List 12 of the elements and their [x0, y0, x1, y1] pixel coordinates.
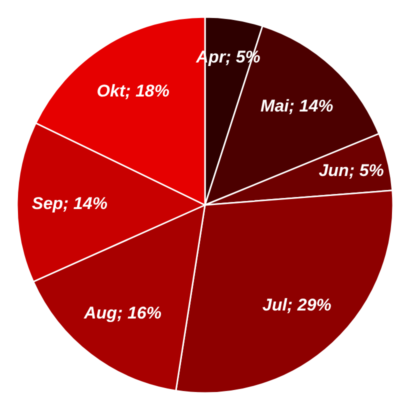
data-label: ; 29% — [286, 295, 332, 314]
data-label: ; 14% — [63, 194, 108, 213]
data-label: ; 16% — [117, 303, 162, 322]
data-label: ; 18% — [125, 81, 170, 100]
slice-label: Aug — [83, 303, 118, 322]
slice-label: Okt — [96, 81, 126, 100]
slice-label: Mai — [260, 96, 290, 116]
data-label: ; 14% — [288, 96, 334, 116]
slice-label: Sep — [32, 194, 64, 213]
slice-label: Jun — [318, 161, 349, 180]
slice-label: Jul — [262, 295, 288, 314]
data-label: ; 5% — [348, 161, 384, 180]
